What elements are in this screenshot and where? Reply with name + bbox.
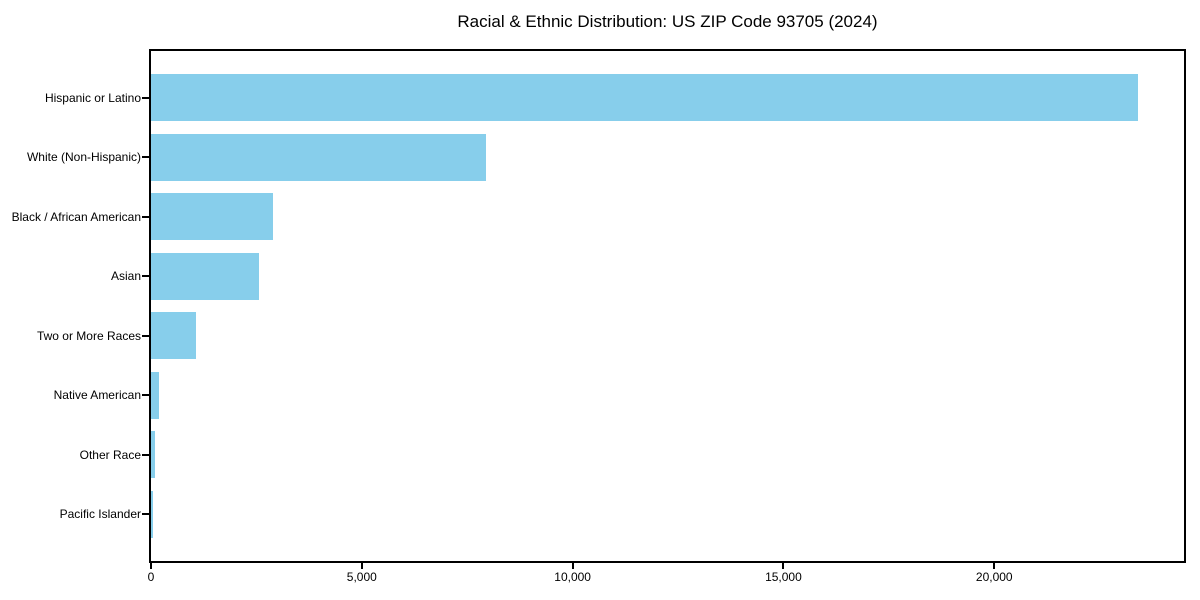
y-tick-label: White (Non-Hispanic) <box>26 150 141 164</box>
x-tick-mark <box>360 563 363 569</box>
y-tick-mark <box>142 275 149 277</box>
bar-white-non-hispanic <box>151 133 487 181</box>
x-tick-label: 10,000 <box>554 570 591 584</box>
x-tick-label: 5,000 <box>346 570 377 584</box>
y-tick-mark <box>142 334 149 337</box>
y-tick-mark <box>142 513 149 515</box>
x-tick-mark <box>993 563 996 569</box>
y-tick-label: Native American <box>53 388 141 402</box>
y-tick-label: Pacific Islander <box>59 507 141 521</box>
y-tick-mark <box>142 394 149 396</box>
y-tick-mark <box>142 96 149 99</box>
y-tick-label: Asian <box>110 269 141 283</box>
bar-two-or-more-races <box>151 312 196 359</box>
plot-area <box>149 49 1186 563</box>
y-tick-label: Other Race <box>79 447 141 462</box>
x-tick-label: 20,000 <box>975 570 1013 584</box>
y-tick-mark <box>142 156 149 158</box>
chart-title: Racial & Ethnic Distribution: US ZIP Cod… <box>457 12 878 31</box>
plot-inner <box>151 51 1184 561</box>
bar-hispanic-or-latino <box>151 74 1138 121</box>
x-tick-mark <box>782 563 785 569</box>
x-tick-mark <box>571 563 574 569</box>
y-tick-mark <box>142 453 149 456</box>
y-tick-label: Two or More Races <box>36 328 141 343</box>
bar-native-american <box>151 371 159 419</box>
bar-pacific-islander <box>151 490 153 538</box>
y-tick-label: Black / African American <box>11 209 141 224</box>
bar-black-african-american <box>151 193 274 240</box>
y-tick-mark <box>142 215 149 218</box>
bar-asian <box>151 252 259 300</box>
x-tick-mark <box>150 563 152 569</box>
y-tick-label: Hispanic or Latino <box>44 90 141 105</box>
x-tick-label: 0 <box>147 570 155 584</box>
x-tick-label: 15,000 <box>765 570 802 584</box>
bar-other-race <box>151 431 155 478</box>
